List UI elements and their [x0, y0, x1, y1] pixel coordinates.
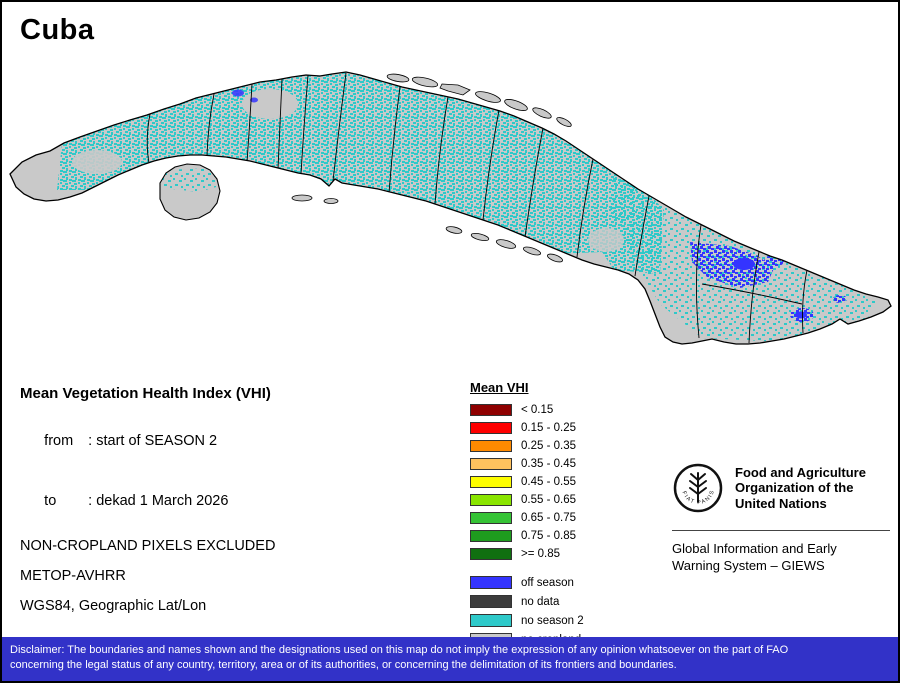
legend-row: >= 0.85 — [470, 548, 584, 560]
legend-gap — [470, 566, 584, 576]
legend: Mean VHI < 0.15 0.15 - 0.25 0.25 - 0.35 … — [470, 380, 584, 652]
fao-block: FIAT PANIS Food and Agriculture Organiza… — [672, 460, 890, 574]
legend-swatch — [470, 476, 512, 488]
info-noncropland-line: NON-CROPLAND PIXELS EXCLUDED — [20, 538, 276, 554]
giews-name: Global Information and Early Warning Sys… — [672, 540, 890, 574]
legend-label: 0.15 - 0.25 — [521, 422, 576, 434]
offshore-cays — [291, 73, 572, 263]
fao-org-name: Food and Agriculture Organization of the… — [735, 465, 866, 512]
info-projection-line: WGS84, Geographic Lat/Lon — [20, 598, 207, 614]
info-to-line: to : dekad 1 March 2026 — [20, 479, 450, 524]
no-cropland-patches — [72, 89, 624, 252]
fao-logo-icon: FIAT PANIS — [673, 463, 723, 513]
off-season-patches — [232, 89, 847, 322]
to-value: : dekad 1 March 2026 — [88, 493, 229, 509]
legend-label: no data — [521, 595, 560, 608]
info-block: Mean Vegetation Health Index (VHI) from:… — [20, 385, 450, 629]
fao-header: FIAT PANIS Food and Agriculture Organiza… — [672, 460, 890, 516]
giews-line: Global Information and Early — [672, 541, 837, 556]
legend-swatch — [470, 512, 512, 524]
legend-category-row: no season 2 — [470, 614, 584, 627]
legend-row: 0.45 - 0.55 — [470, 476, 584, 488]
province-boundaries — [146, 72, 808, 344]
legend-label: 0.65 - 0.75 — [521, 512, 576, 524]
from-label: from — [44, 433, 74, 449]
fao-org-line: Food and Agriculture — [735, 464, 866, 480]
disclaimer-line: Disclaimer: The boundaries and names sho… — [10, 644, 789, 656]
legend-row: 0.35 - 0.45 — [470, 458, 584, 470]
legend-swatch — [470, 614, 512, 627]
fao-org-line: Organization of the — [735, 480, 854, 496]
legend-label: 0.75 - 0.85 — [521, 530, 576, 542]
wheat-ear-icon — [689, 472, 707, 503]
legend-label: 0.55 - 0.65 — [521, 494, 576, 506]
fao-org-line: United Nations — [735, 495, 827, 511]
legend-label: off season — [521, 576, 574, 589]
legend-label: >= 0.85 — [521, 548, 561, 560]
cuba-map — [9, 71, 892, 345]
legend-swatch — [470, 494, 512, 506]
legend-swatch — [470, 422, 512, 434]
legend-row: 0.55 - 0.65 — [470, 494, 584, 506]
info-sensor-line: METOP-AVHRR — [20, 568, 126, 584]
legend-row: 0.75 - 0.85 — [470, 530, 584, 542]
legend-label: 0.35 - 0.45 — [521, 458, 576, 470]
coastline-outline — [9, 71, 892, 345]
legend-row: 0.65 - 0.75 — [470, 512, 584, 524]
legend-swatch — [470, 576, 512, 589]
legend-label: no season 2 — [521, 614, 584, 627]
giews-line: Warning System – GIEWS — [672, 558, 825, 573]
to-label: to — [44, 493, 57, 509]
legend-row: 0.25 - 0.35 — [470, 440, 584, 452]
legend-swatch — [470, 440, 512, 452]
info-heading: Mean Vegetation Health Index (VHI) — [20, 385, 271, 402]
info-from-line: from : start of SEASON 2 — [20, 419, 450, 464]
legend-category-row: off season — [470, 576, 584, 589]
divider — [672, 530, 890, 531]
legend-swatch — [470, 530, 512, 542]
legend-swatch — [470, 595, 512, 608]
legend-swatch — [470, 404, 512, 416]
from-value: : start of SEASON 2 — [88, 433, 218, 449]
legend-category-row: no data — [470, 595, 584, 608]
legend-label: 0.45 - 0.55 — [521, 476, 576, 488]
page-title: Cuba — [20, 14, 95, 46]
legend-swatch — [470, 548, 512, 560]
legend-title: Mean VHI — [470, 380, 529, 395]
isla-de-la-juventud — [159, 163, 221, 221]
legend-label: 0.25 - 0.35 — [521, 440, 576, 452]
legend-swatch — [470, 458, 512, 470]
disclaimer-line: concerning the legal status of any count… — [10, 659, 677, 671]
legend-label: < 0.15 — [521, 404, 554, 416]
cuba-mainland — [9, 71, 892, 345]
legend-row: < 0.15 — [470, 404, 584, 416]
legend-row: 0.15 - 0.25 — [470, 422, 584, 434]
disclaimer-bar: Disclaimer: The boundaries and names sho… — [2, 637, 898, 681]
